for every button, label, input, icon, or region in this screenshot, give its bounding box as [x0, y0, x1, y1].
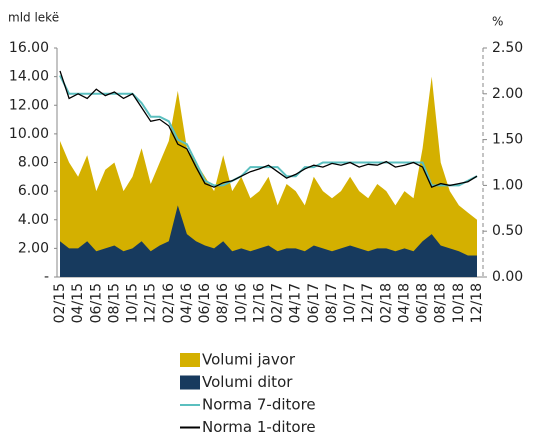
- x-tick-label: 10/16: [233, 283, 249, 323]
- y2-tick-label: 0.00: [492, 269, 523, 285]
- y-tick-label: 6.00: [18, 183, 49, 199]
- y-tick-label: 16.00: [9, 40, 49, 56]
- area: [60, 205, 477, 277]
- y2-axis-label: %: [492, 15, 503, 29]
- y-axis-label: mld lekë: [8, 11, 59, 25]
- x-tick-label: 02/17: [270, 283, 286, 323]
- legend-label: Norma 7-ditore: [202, 396, 316, 414]
- x-tick-label: 10/17: [342, 283, 358, 323]
- x-tick-label: 08/16: [215, 283, 231, 323]
- legend-label: Volumi javor: [202, 351, 296, 369]
- y-tick-label: 4.00: [18, 212, 49, 228]
- x-tick-label: 06/18: [415, 283, 431, 323]
- x-tick-label: 10/18: [451, 283, 467, 323]
- x-tick-label: 02/16: [161, 283, 177, 323]
- x-tick-label: 04/18: [397, 283, 413, 323]
- y2-tick-label: 2.50: [492, 40, 523, 56]
- x-tick-label: 04/15: [70, 283, 86, 323]
- x-tick-label: 04/16: [179, 283, 195, 323]
- x-tick-label: 06/17: [306, 283, 322, 323]
- x-tick-label: 08/18: [433, 283, 449, 323]
- legend-swatch: [180, 375, 200, 390]
- y2-tick-label: 0.50: [492, 223, 523, 239]
- x-tick-label: 06/15: [88, 283, 104, 323]
- line: [59, 75, 478, 187]
- x-tick-label: 02/18: [378, 283, 394, 323]
- line: [59, 70, 478, 189]
- y-tick-label: 12.00: [9, 97, 49, 113]
- y-tick-label: 2.00: [18, 240, 49, 256]
- y-tick-label: -: [44, 269, 49, 285]
- y2-tick-label: 1.00: [492, 177, 523, 193]
- x-tick-label: 10/15: [125, 283, 141, 323]
- y2-tick-label: 2.00: [492, 86, 523, 102]
- x-tick-label: 12/17: [360, 283, 376, 323]
- y-tick-label: 8.00: [18, 155, 49, 171]
- area: [60, 76, 477, 277]
- x-tick-label: 02/15: [52, 283, 68, 323]
- y2-tick-label: 1.50: [492, 132, 523, 148]
- legend-label: Norma 1-ditore: [202, 418, 316, 436]
- legend-label: Volumi ditor: [202, 373, 293, 391]
- y-tick-label: 10.00: [9, 126, 49, 142]
- x-tick-label: 12/18: [469, 283, 485, 323]
- x-tick-label: 12/15: [143, 283, 159, 323]
- y-tick-label: 14.00: [9, 69, 49, 85]
- legend-swatch: [180, 353, 200, 367]
- x-tick-label: 08/17: [324, 283, 340, 323]
- x-tick-label: 06/16: [197, 283, 213, 323]
- x-tick-label: 04/17: [288, 283, 304, 323]
- x-tick-label: 12/16: [251, 283, 267, 323]
- x-tick-label: 08/15: [106, 283, 122, 323]
